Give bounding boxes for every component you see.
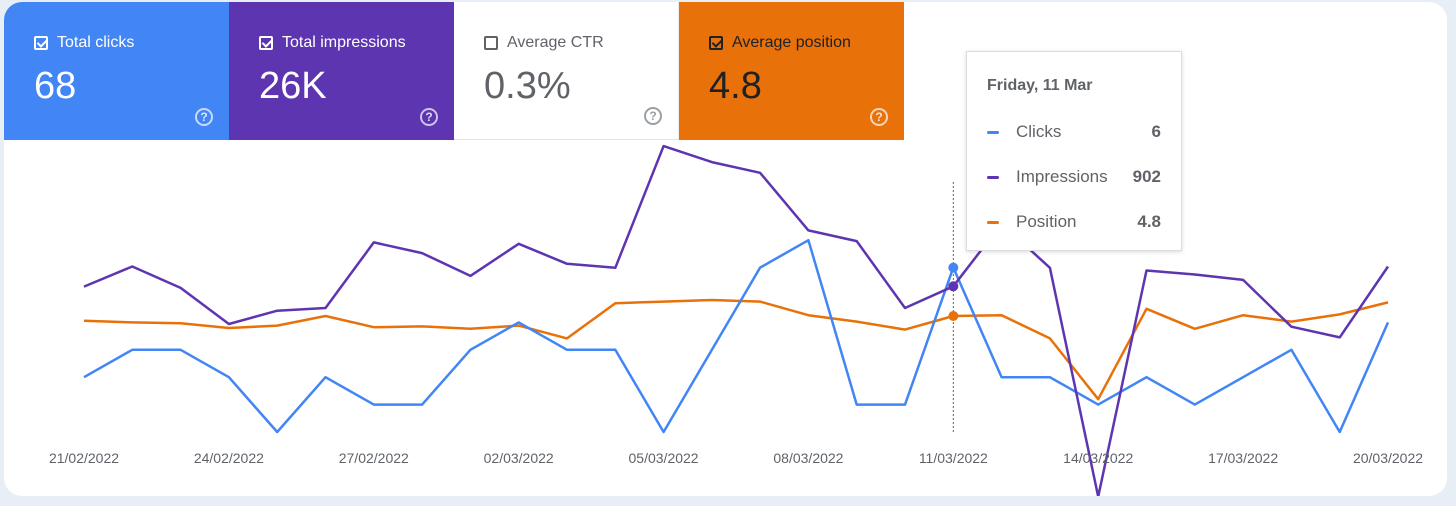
metric-value: 4.8 (709, 65, 762, 107)
metric-label: Average CTR (507, 34, 604, 51)
metric-value: 68 (34, 65, 77, 107)
metric-header: Average position (709, 34, 851, 52)
metric-average-ctr[interactable]: Average CTR 0.3% ? (454, 2, 679, 140)
metric-header: Average CTR (484, 34, 604, 52)
help-icon[interactable]: ? (644, 107, 662, 125)
help-icon[interactable]: ? (420, 108, 438, 126)
chart-tooltip: Friday, 11 Mar Clicks 6 Impressions 902 … (966, 51, 1182, 251)
performance-card: 21/02/2022 24/02/2022 27/02/2022 02/03/2022… (4, 2, 1447, 496)
x-tick-label: 11/03/2022 (919, 450, 988, 466)
x-tick-label: 27/02/2022 (339, 450, 409, 466)
tooltip-row-name: Impressions (1016, 167, 1108, 186)
tooltip-row-name: Position (1016, 212, 1077, 231)
focus-point-position (948, 311, 959, 321)
metric-label: Average position (732, 34, 851, 51)
tooltip-row-position: Position 4.8 (987, 212, 1161, 232)
series-line-position (83, 298, 1389, 401)
metric-value: 0.3% (484, 65, 571, 107)
series-line-clicks (83, 238, 1390, 434)
checkbox-icon[interactable] (259, 36, 273, 50)
focus-point-clicks (948, 262, 959, 273)
metric-total-clicks[interactable]: Total clicks 68 ? (4, 2, 229, 140)
tooltip-row-value: 4.8 (1137, 212, 1161, 231)
metric-header: Total clicks (34, 34, 134, 52)
checkbox-icon[interactable] (709, 36, 723, 50)
x-tick-label: 14/03/2022 (1063, 450, 1133, 466)
x-tick-label: 08/03/2022 (773, 450, 843, 466)
metric-value: 26K (259, 65, 327, 107)
tooltip-row-impressions: Impressions 902 (987, 167, 1161, 187)
metric-total-impressions[interactable]: Total impressions 26K ? (229, 2, 454, 140)
x-tick-label: 17/03/2022 (1208, 450, 1278, 466)
series-line-impressions (83, 144, 1390, 496)
tooltip-row-value: 902 (1132, 167, 1161, 186)
position-legend-icon (987, 220, 999, 224)
checkbox-icon[interactable] (34, 36, 48, 50)
checkbox-icon[interactable] (484, 36, 498, 50)
tooltip-row-value: 6 (1151, 122, 1161, 141)
x-tick-label: 21/02/2022 (49, 450, 119, 466)
tooltip-date: Friday, 11 Mar (987, 77, 1093, 94)
metric-average-position[interactable]: Average position 4.8 ? (679, 2, 904, 140)
performance-chart: 21/02/2022 24/02/2022 27/02/2022 02/03/2022… (49, 144, 1423, 496)
clicks-legend-icon (987, 130, 999, 134)
metric-label: Total clicks (57, 34, 135, 51)
help-icon[interactable]: ? (870, 108, 888, 126)
metric-label: Total impressions (282, 34, 406, 51)
impressions-legend-icon (987, 175, 999, 179)
tooltip-row-name: Clicks (1016, 122, 1062, 141)
x-tick-label: 02/03/2022 (484, 450, 554, 466)
x-tick-label: 20/03/2022 (1353, 450, 1423, 466)
x-tick-label: 05/03/2022 (629, 450, 699, 466)
tooltip-row-clicks: Clicks 6 (987, 122, 1161, 142)
metric-tabs: Total clicks 68 ? Total impressions 26K … (4, 2, 904, 140)
help-icon[interactable]: ? (195, 108, 213, 126)
focus-point-impressions (948, 281, 959, 292)
x-tick-label: 24/02/2022 (194, 450, 264, 466)
metric-header: Total impressions (259, 34, 406, 52)
